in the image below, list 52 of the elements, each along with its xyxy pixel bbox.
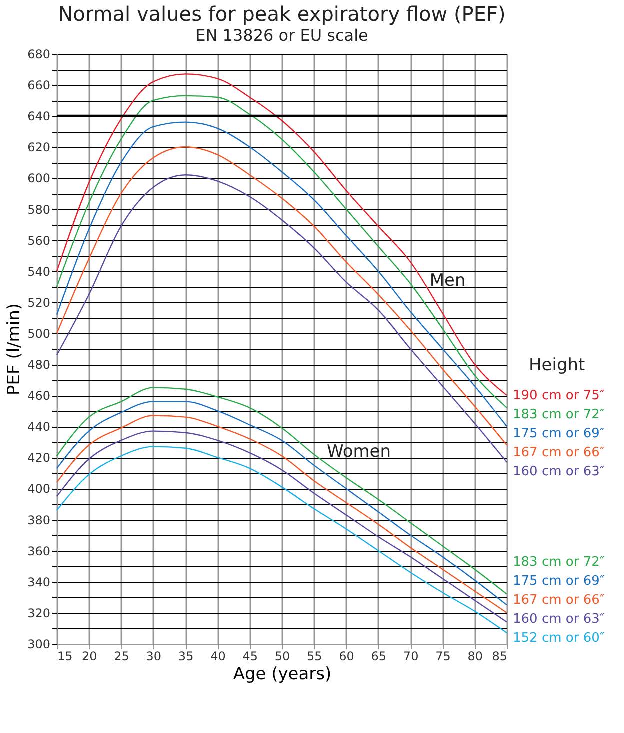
y-tick-label: 340	[28, 575, 50, 590]
series-label: 152 cm or 60″	[513, 631, 605, 646]
x-tick-label: 70	[403, 650, 419, 664]
chart-subtitle: EN 13826 or EU scale	[196, 26, 368, 45]
y-tick-label: 360	[28, 544, 50, 558]
series-label: 167 cm or 66″	[513, 593, 605, 608]
x-tick-label: 85	[492, 650, 508, 664]
y-tick-label: 380	[28, 513, 50, 528]
y-tick-label: 620	[28, 140, 50, 155]
x-tick-label: 45	[242, 650, 258, 664]
x-tick-label: 50	[274, 650, 290, 664]
y-tick-label: 520	[28, 296, 50, 310]
y-tick-label: 640	[28, 110, 50, 124]
y-tick-label: 400	[28, 482, 50, 496]
series-label: 190 cm or 75″	[513, 388, 605, 404]
chart-title: Normal values for peak expiratory flow (PEF)	[58, 2, 506, 26]
x-tick-label: 35	[178, 650, 194, 664]
y-tick-label: 600	[28, 172, 50, 186]
series-label: 167 cm or 66″	[513, 446, 605, 461]
x-tick-label: 80	[468, 650, 483, 664]
x-tick-label: 75	[436, 650, 451, 664]
y-tick-label: 420	[28, 451, 50, 466]
y-tick-label: 480	[28, 358, 50, 372]
y-tick-label: 440	[28, 420, 50, 434]
x-tick-label: 55	[307, 650, 322, 664]
y-tick-label: 460	[28, 389, 50, 404]
series-label: 160 cm or 63″	[513, 612, 605, 627]
series-label: 183 cm or 72″	[513, 555, 605, 570]
y-tick-label: 540	[28, 264, 50, 279]
x-tick-label: 30	[146, 650, 162, 664]
x-axis-title: Age (years)	[233, 664, 332, 684]
y-tick-label: 660	[28, 78, 50, 93]
annotation: Women	[327, 442, 392, 462]
y-tick-label: 560	[28, 234, 50, 248]
y-tick-label: 320	[28, 606, 50, 620]
y-tick-label: 300	[28, 638, 50, 652]
series-label: 175 cm or 69″	[513, 574, 605, 589]
series-label: 183 cm or 72″	[513, 408, 605, 423]
y-tick-label: 580	[28, 202, 50, 217]
y-tick-label: 500	[28, 326, 50, 341]
series-label: 160 cm or 63″	[513, 464, 605, 480]
annotation: Men	[430, 271, 466, 292]
y-axis-title: PEF (l/min)	[4, 304, 25, 396]
x-tick-label: 15	[58, 650, 73, 664]
series-label: 175 cm or 69″	[513, 426, 605, 442]
y-tick-label: 680	[28, 48, 50, 62]
x-tick-label: 65	[371, 650, 387, 664]
legend-title: Height	[529, 356, 586, 376]
x-tick-label: 40	[210, 650, 226, 664]
x-tick-label: 20	[82, 650, 98, 664]
x-tick-label: 60	[339, 650, 354, 664]
x-tick-label: 25	[114, 650, 130, 664]
